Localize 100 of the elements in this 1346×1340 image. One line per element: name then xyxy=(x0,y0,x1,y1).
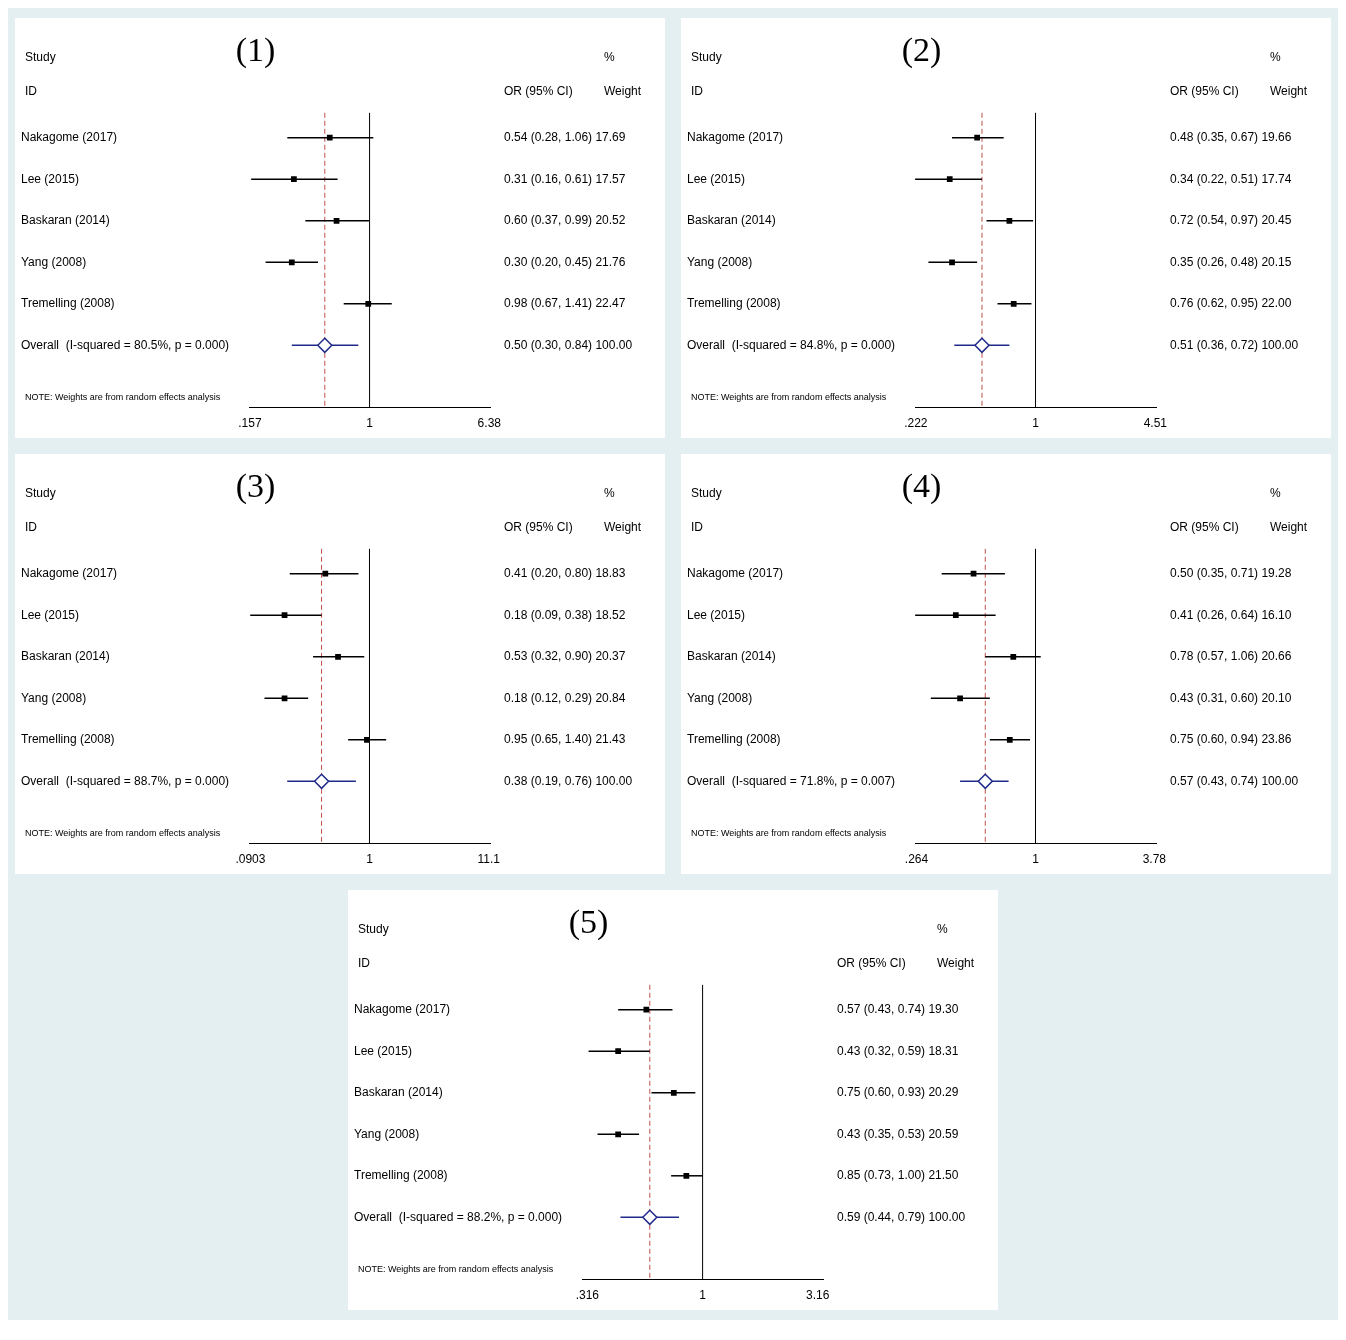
y-tick-label: Lee (2015) xyxy=(687,607,746,622)
x-tick-label: 1 xyxy=(1032,852,1040,867)
text: Weight xyxy=(604,520,642,535)
text: ID xyxy=(358,956,371,971)
point xyxy=(291,176,297,183)
point xyxy=(952,612,959,619)
y-tick-label: Nakagome (2017) xyxy=(21,566,118,581)
text: Study xyxy=(25,486,56,501)
text: 0.38 (0.19, 0.76) 100.00 xyxy=(504,773,633,788)
text: % xyxy=(1270,50,1281,65)
y-tick-label: Overall (I-squared = 71.8%, p = 0.007) xyxy=(687,773,896,788)
text: NOTE: Weights are from random effects analysis xyxy=(691,828,887,839)
point xyxy=(1010,653,1017,660)
text: 0.50 (0.30, 0.84) 100.00 xyxy=(504,337,633,352)
text: ID xyxy=(691,84,704,99)
x-tick-label: 1 xyxy=(1032,416,1040,431)
y-tick-label: Baskaran (2014) xyxy=(687,213,776,228)
y-tick-label: Tremelling (2008) xyxy=(687,296,781,311)
point xyxy=(333,217,340,224)
data-label: 0.18 (0.09, 0.38) 18.52 xyxy=(504,607,626,622)
y-tick-label: Lee (2015) xyxy=(21,171,80,186)
y-tick-label: Overall (I-squared = 84.8%, p = 0.000) xyxy=(687,337,896,352)
data-label: 0.41 (0.26, 0.64) 16.10 xyxy=(1170,607,1292,622)
data-label: 0.48 (0.35, 0.67) 19.66 xyxy=(1170,130,1292,145)
text: ID xyxy=(25,520,38,535)
data-label: 0.75 (0.60, 0.93) 20.29 xyxy=(837,1085,959,1100)
data-label: 0.75 (0.60, 0.94) 23.86 xyxy=(1170,732,1292,747)
y-tick-label: Baskaran (2014) xyxy=(21,649,110,664)
y-tick-label: Baskaran (2014) xyxy=(354,1085,443,1100)
data-label: 0.30 (0.20, 0.45) 21.76 xyxy=(504,254,626,269)
data-label: 0.76 (0.62, 0.95) 22.00 xyxy=(1170,296,1292,311)
y-tick-label: Yang (2008) xyxy=(354,1126,420,1141)
text: OR (95% CI) xyxy=(1170,84,1239,99)
text: Study xyxy=(358,922,389,937)
text: Weight xyxy=(1270,84,1308,99)
y-tick-label: Yang (2008) xyxy=(687,254,753,269)
y-tick-label: Lee (2015) xyxy=(354,1043,413,1058)
data-label: 0.43 (0.31, 0.60) 20.10 xyxy=(1170,690,1292,705)
y-tick-label: Lee (2015) xyxy=(687,171,746,186)
text: Study xyxy=(25,50,56,65)
chart-title: (4) xyxy=(901,467,942,506)
point xyxy=(957,695,963,702)
text: Study xyxy=(691,486,722,501)
x-tick-label: .264 xyxy=(904,852,929,867)
x-tick-label: 1 xyxy=(699,1288,707,1303)
text: % xyxy=(937,922,948,937)
data-label: 0.43 (0.35, 0.53) 20.59 xyxy=(837,1126,959,1141)
x-tick-label: 6.38 xyxy=(477,416,502,431)
y-tick-label: Overall (I-squared = 88.2%, p = 0.000) xyxy=(354,1209,563,1224)
y-tick-label: Tremelling (2008) xyxy=(21,732,115,747)
y-tick-label: Overall (I-squared = 80.5%, p = 0.000) xyxy=(21,337,230,352)
y-tick-label: Overall (I-squared = 88.7%, p = 0.000) xyxy=(21,773,230,788)
chart-title: (3) xyxy=(235,467,276,506)
text: % xyxy=(1270,486,1281,501)
text: % xyxy=(604,50,615,65)
text: Weight xyxy=(937,956,975,971)
data-label: 0.85 (0.73, 1.00) 21.50 xyxy=(837,1168,959,1183)
data-label: 0.53 (0.32, 0.90) 20.37 xyxy=(504,649,626,664)
text: 0.57 (0.43, 0.74) 100.00 xyxy=(1170,773,1299,788)
text: % xyxy=(604,486,615,501)
y-tick-label: Nakagome (2017) xyxy=(687,130,784,145)
data-label: 0.18 (0.12, 0.29) 20.84 xyxy=(504,690,626,705)
text: ID xyxy=(25,84,38,99)
data-label: 0.43 (0.32, 0.59) 18.31 xyxy=(837,1043,959,1058)
y-tick-label: Baskaran (2014) xyxy=(687,649,776,664)
text: 0.51 (0.36, 0.72) 100.00 xyxy=(1170,337,1299,352)
text: Weight xyxy=(604,84,642,99)
data-label: 0.31 (0.16, 0.61) 17.57 xyxy=(504,171,626,186)
point xyxy=(1006,736,1013,743)
x-tick-label: .222 xyxy=(904,416,928,431)
text: OR (95% CI) xyxy=(837,956,906,971)
x-tick-label: 1 xyxy=(366,416,374,431)
point xyxy=(288,259,295,266)
text: Weight xyxy=(1270,520,1308,535)
x-tick-label: 3.16 xyxy=(806,1288,830,1303)
text: ID xyxy=(691,520,704,535)
text: NOTE: Weights are from random effects analysis xyxy=(358,1264,554,1275)
y-tick-label: Lee (2015) xyxy=(21,607,80,622)
data-label: 0.98 (0.67, 1.41) 22.47 xyxy=(504,296,626,311)
text: Study xyxy=(691,50,722,65)
text: OR (95% CI) xyxy=(504,520,573,535)
chart-title: (5) xyxy=(568,903,609,942)
data-label: 0.41 (0.20, 0.80) 18.83 xyxy=(504,566,626,581)
y-tick-label: Nakagome (2017) xyxy=(21,130,118,145)
data-label: 0.34 (0.22, 0.51) 17.74 xyxy=(1170,171,1292,186)
data-label: 0.95 (0.65, 1.40) 21.43 xyxy=(504,732,626,747)
data-label: 0.60 (0.37, 0.99) 20.52 xyxy=(504,213,626,228)
text: NOTE: Weights are from random effects analysis xyxy=(691,392,887,403)
text: NOTE: Weights are from random effects analysis xyxy=(25,828,221,839)
y-tick-label: Nakagome (2017) xyxy=(687,566,784,581)
x-tick-label: .157 xyxy=(238,416,262,431)
data-label: 0.35 (0.26, 0.48) 20.15 xyxy=(1170,254,1292,269)
x-tick-label: 3.78 xyxy=(1142,852,1167,867)
chart-title: (2) xyxy=(901,31,942,70)
data-label: 0.72 (0.54, 0.97) 20.45 xyxy=(1170,213,1292,228)
text: 0.59 (0.44, 0.79) 100.00 xyxy=(837,1209,966,1224)
data-label: 0.57 (0.43, 0.74) 19.30 xyxy=(837,1002,959,1017)
x-tick-label: .0903 xyxy=(235,852,266,867)
point xyxy=(326,134,333,141)
y-tick-label: Tremelling (2008) xyxy=(354,1168,448,1183)
